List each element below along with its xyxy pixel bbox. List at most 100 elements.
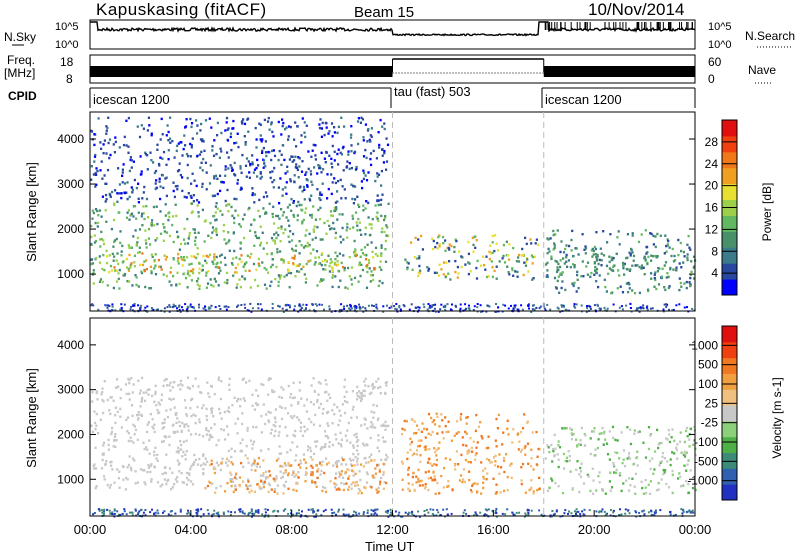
echo-cell xyxy=(434,478,437,482)
echo-cell xyxy=(262,472,265,475)
echo-cell xyxy=(419,460,422,464)
echo-cell xyxy=(549,514,552,517)
echo-cell xyxy=(333,227,336,230)
echo-cell xyxy=(121,244,124,248)
echo-cell xyxy=(283,485,286,488)
echo-cell xyxy=(348,275,351,278)
echo-cell xyxy=(208,438,211,441)
echo-cell xyxy=(377,284,380,287)
echo-cell xyxy=(524,512,527,515)
echo-cell xyxy=(446,513,449,516)
echo-cell xyxy=(656,270,659,273)
echo-cell xyxy=(112,259,115,262)
echo-cell xyxy=(535,463,538,466)
echo-cell xyxy=(506,508,509,511)
echo-cell xyxy=(313,390,316,393)
echo-cell xyxy=(255,268,258,271)
echo-cell xyxy=(420,234,423,238)
echo-cell xyxy=(233,249,236,253)
echo-cell xyxy=(653,514,656,517)
echo-cell xyxy=(318,217,322,221)
echo-cell xyxy=(650,272,653,275)
echo-cell xyxy=(615,468,618,472)
echo-cell xyxy=(616,439,619,442)
echo-cell xyxy=(289,125,292,129)
echo-cell xyxy=(438,234,441,237)
echo-cell xyxy=(107,443,110,447)
echo-cell xyxy=(213,258,216,261)
echo-cell xyxy=(417,480,420,483)
echo-cell xyxy=(645,252,648,255)
echo-cell xyxy=(173,156,176,159)
echo-cell xyxy=(623,464,627,468)
echo-cell xyxy=(177,262,180,265)
echo-cell xyxy=(682,250,685,254)
echo-cell xyxy=(108,138,112,141)
echo-cell xyxy=(289,230,292,233)
echo-cell xyxy=(273,488,277,491)
echo-cell xyxy=(165,176,168,179)
echo-cell xyxy=(612,509,615,512)
echo-cell xyxy=(154,446,157,449)
echo-cell xyxy=(277,186,280,189)
echo-cell xyxy=(319,118,322,121)
echo-cell xyxy=(686,463,689,466)
echo-cell xyxy=(377,463,380,467)
echo-cell xyxy=(340,481,343,485)
echo-cell xyxy=(454,270,457,274)
echo-cell xyxy=(123,272,127,276)
echo-cell xyxy=(409,437,412,440)
echo-cell xyxy=(660,275,664,278)
echo-cell xyxy=(436,415,439,418)
echo-cell xyxy=(280,153,283,156)
echo-cell xyxy=(181,306,183,309)
echo-cell xyxy=(349,305,352,308)
echo-cell xyxy=(90,235,93,239)
echo-cell xyxy=(189,142,192,146)
echo-cell xyxy=(380,246,383,249)
echo-cell xyxy=(288,203,291,207)
echo-cell xyxy=(333,403,336,406)
echo-cell xyxy=(306,448,309,452)
echo-cell xyxy=(380,268,383,271)
echo-cell xyxy=(320,446,323,449)
echo-cell xyxy=(649,307,652,310)
echo-cell xyxy=(640,307,642,310)
echo-cell xyxy=(378,279,381,283)
echo-cell xyxy=(249,511,252,514)
echo-cell xyxy=(347,513,350,516)
echo-cell xyxy=(467,261,470,264)
echo-cell xyxy=(280,133,283,136)
echo-cell xyxy=(284,464,287,467)
echo-cell xyxy=(136,251,140,254)
echo-cell xyxy=(246,457,249,460)
echo-cell xyxy=(259,171,262,174)
echo-cell xyxy=(235,472,238,475)
echo-cell xyxy=(335,488,338,491)
echo-cell xyxy=(109,412,112,416)
echo-cell xyxy=(370,410,373,413)
echo-cell xyxy=(127,267,130,271)
echo-cell xyxy=(657,443,660,446)
echo-cell xyxy=(234,271,237,274)
cpid-label: CPID xyxy=(8,89,37,103)
echo-cell xyxy=(201,208,204,212)
echo-cell xyxy=(462,511,465,514)
echo-cell xyxy=(474,235,477,238)
echo-cell xyxy=(375,157,378,160)
echo-cell xyxy=(162,273,165,276)
echo-cell xyxy=(626,457,629,460)
echo-cell xyxy=(220,150,223,153)
echo-cell xyxy=(394,510,397,513)
echo-cell xyxy=(511,511,514,514)
echo-cell xyxy=(282,121,285,125)
echo-cell xyxy=(162,223,165,226)
echo-cell xyxy=(434,303,437,306)
echo-cell xyxy=(600,252,603,255)
x-tick-label: 04:00 xyxy=(175,522,208,537)
echo-cell xyxy=(608,255,611,258)
echo-cell xyxy=(671,473,674,476)
echo-cell xyxy=(102,441,106,444)
echo-cell xyxy=(350,469,353,472)
echo-cell xyxy=(427,488,430,492)
